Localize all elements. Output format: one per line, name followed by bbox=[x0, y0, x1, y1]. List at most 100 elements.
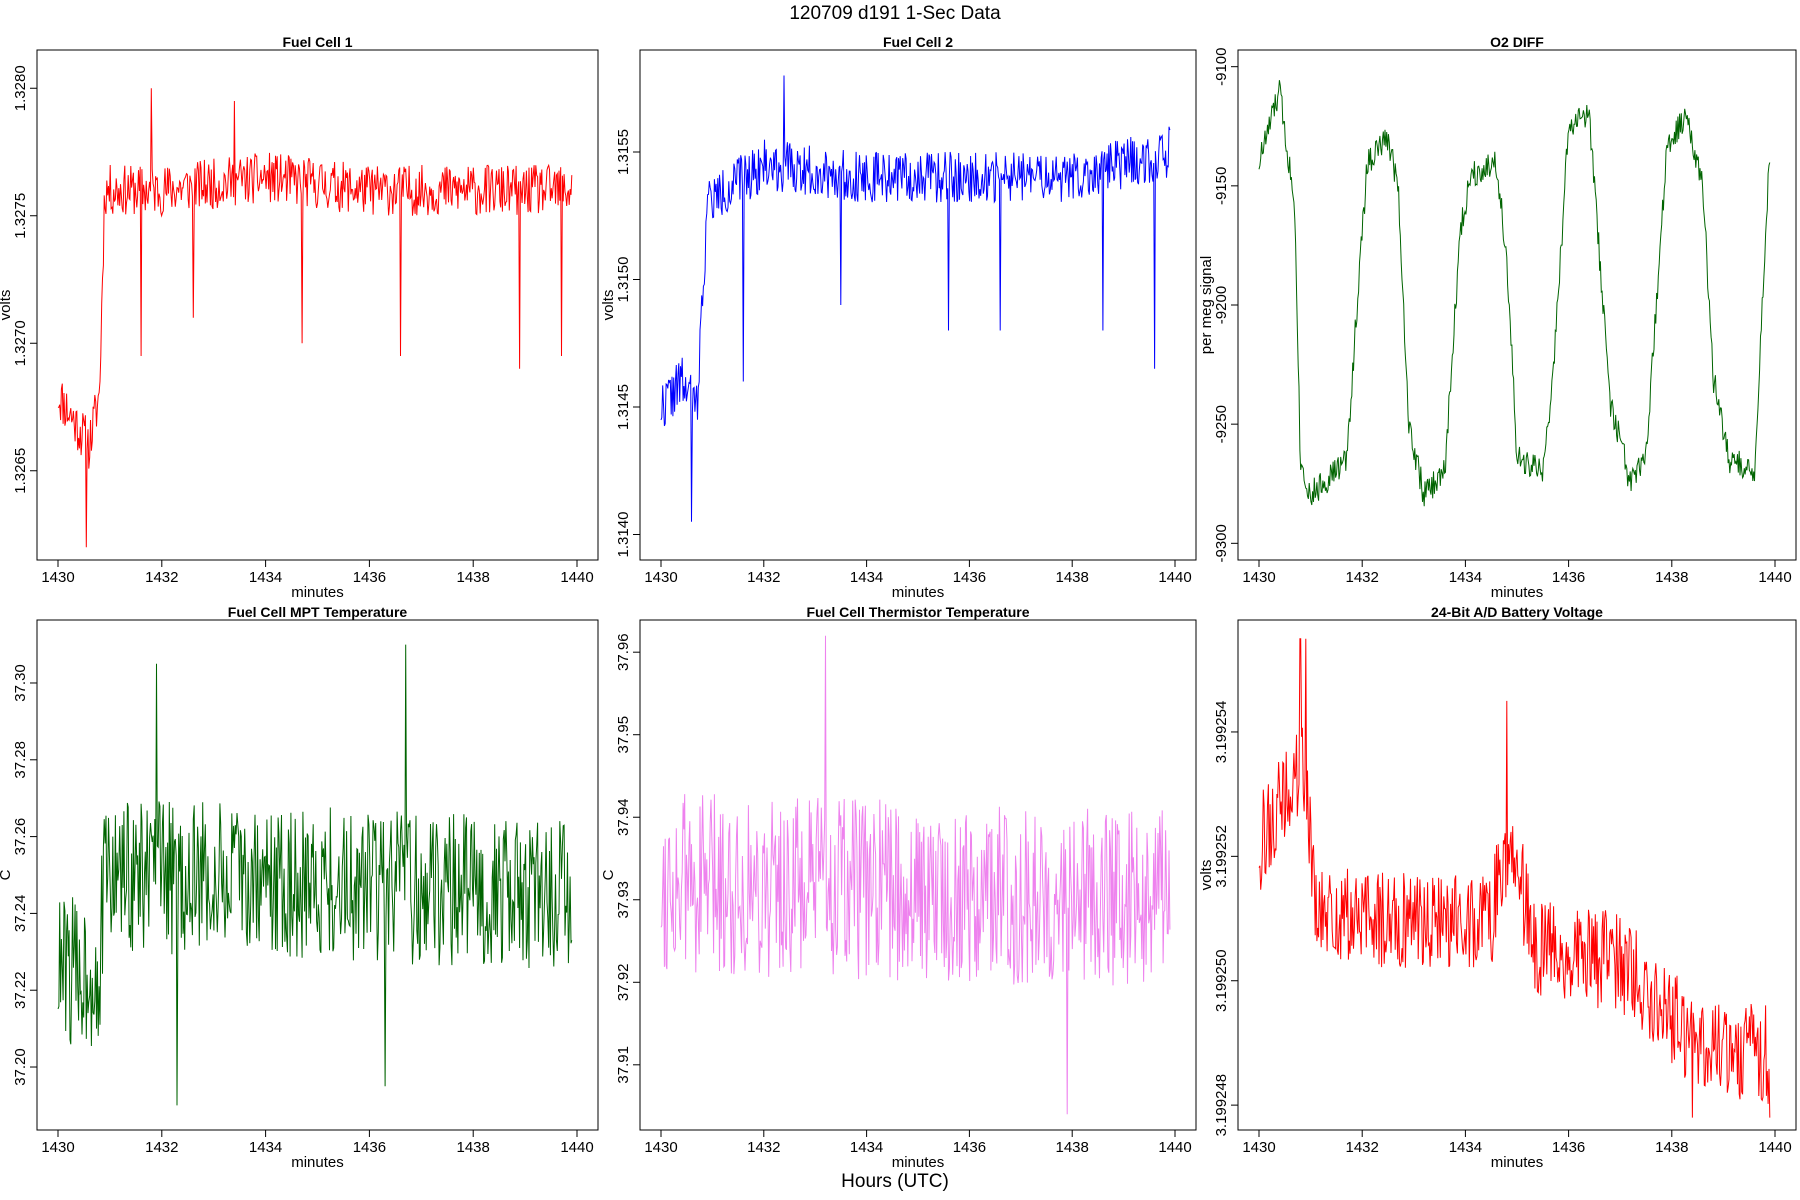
x-tick-label: 1440 bbox=[1758, 569, 1791, 586]
chart-title: Fuel Cell Thermistor Temperature bbox=[806, 604, 1029, 620]
x-tick-label: 1432 bbox=[747, 1139, 780, 1156]
y-tick-label: 3.199252 bbox=[1213, 825, 1230, 888]
panel-3: O2 DIFF 1430 1432 1434 1436 1438 1440 minutes -9… bbox=[1198, 34, 1797, 601]
x-tick-label: 1438 bbox=[1655, 1139, 1688, 1156]
y-tick-label: 1.3140 bbox=[615, 512, 632, 558]
panels-group: Fuel Cell 1 1430 1432 1434 1436 1438 1440 minut… bbox=[0, 34, 1797, 1171]
x-tick-label: 1440 bbox=[560, 1139, 593, 1156]
y-tick-label: 37.92 bbox=[615, 964, 632, 1002]
y-tick-label: 37.22 bbox=[12, 971, 29, 1009]
panel-1: Fuel Cell 1 1430 1432 1434 1436 1438 1440 minut… bbox=[0, 34, 599, 601]
y-tick-label: -9200 bbox=[1213, 286, 1230, 324]
x-tick-label: 1430 bbox=[41, 1139, 74, 1156]
series-line bbox=[1258, 638, 1771, 1118]
y-axis-label: C bbox=[600, 869, 617, 880]
x-tick-label: 1432 bbox=[145, 1139, 178, 1156]
plot-frame bbox=[639, 619, 1197, 1131]
y-tick-label: 37.30 bbox=[12, 664, 29, 702]
x-axis-label: minutes bbox=[291, 584, 344, 601]
y-tick-label: 1.3155 bbox=[615, 129, 632, 175]
series-line bbox=[57, 88, 573, 548]
x-axis-label: minutes bbox=[1491, 1154, 1544, 1171]
y-tick-label: -9100 bbox=[1213, 47, 1230, 85]
x-tick-label: 1438 bbox=[457, 569, 490, 586]
panel-6: 24-Bit A/D Battery Voltage 1430 1432 1434 14… bbox=[1198, 604, 1797, 1171]
y-tick-label: 1.3150 bbox=[615, 257, 632, 303]
y-tick-label: 1.3270 bbox=[12, 320, 29, 366]
x-tick-label: 1440 bbox=[1758, 1139, 1791, 1156]
series-line bbox=[57, 644, 573, 1106]
series-line bbox=[660, 635, 1171, 1115]
x-tick-label: 1436 bbox=[1552, 569, 1585, 586]
x-tick-label: 1436 bbox=[353, 569, 386, 586]
y-axis-label: volts bbox=[600, 290, 617, 321]
y-tick-label: 37.91 bbox=[615, 1046, 632, 1084]
x-tick-label: 1438 bbox=[1056, 1139, 1089, 1156]
x-tick-label: 1432 bbox=[747, 569, 780, 586]
x-tick-label: 1434 bbox=[850, 569, 883, 586]
y-tick-label: -9250 bbox=[1213, 405, 1230, 443]
x-tick-label: 1430 bbox=[1242, 1139, 1275, 1156]
chart-title: 24-Bit A/D Battery Voltage bbox=[1431, 604, 1603, 620]
y-axis-label: C bbox=[0, 869, 14, 880]
x-tick-label: 1434 bbox=[249, 1139, 282, 1156]
chart-title: O2 DIFF bbox=[1490, 34, 1544, 50]
y-tick-label: 37.20 bbox=[12, 1048, 29, 1086]
x-tick-label: 1440 bbox=[560, 569, 593, 586]
x-tick-label: 1438 bbox=[457, 1139, 490, 1156]
plot-frame bbox=[36, 619, 599, 1131]
x-tick-label: 1432 bbox=[1346, 569, 1379, 586]
x-axis-label: minutes bbox=[892, 1154, 945, 1171]
plot-frame bbox=[639, 49, 1197, 561]
y-tick-label: -9150 bbox=[1213, 167, 1230, 205]
y-tick-label: -9300 bbox=[1213, 524, 1230, 562]
x-tick-label: 1436 bbox=[353, 1139, 386, 1156]
plot-frame bbox=[36, 49, 599, 561]
y-tick-label: 1.3280 bbox=[12, 65, 29, 111]
y-tick-label: 1.3145 bbox=[615, 384, 632, 430]
plot-frame bbox=[1237, 619, 1797, 1131]
x-axis-label: minutes bbox=[1491, 584, 1544, 601]
x-tick-label: 1438 bbox=[1655, 569, 1688, 586]
x-tick-label: 1430 bbox=[1242, 569, 1275, 586]
x-tick-label: 1434 bbox=[249, 569, 282, 586]
y-tick-label: 37.94 bbox=[615, 798, 632, 836]
x-tick-label: 1430 bbox=[644, 1139, 677, 1156]
x-tick-label: 1436 bbox=[1552, 1139, 1585, 1156]
y-tick-label: 3.199250 bbox=[1213, 949, 1230, 1012]
y-tick-label: 3.199254 bbox=[1213, 701, 1230, 764]
y-tick-label: 3.199248 bbox=[1213, 1074, 1230, 1137]
y-tick-label: 37.24 bbox=[12, 895, 29, 933]
x-tick-label: 1434 bbox=[1449, 569, 1482, 586]
y-axis-label: per meg signal bbox=[1198, 256, 1215, 354]
chart-title: Fuel Cell 1 bbox=[282, 34, 352, 50]
x-tick-label: 1434 bbox=[1449, 1139, 1482, 1156]
x-tick-label: 1440 bbox=[1158, 1139, 1191, 1156]
x-tick-label: 1430 bbox=[41, 569, 74, 586]
y-tick-label: 37.93 bbox=[615, 881, 632, 919]
y-tick-label: 1.3275 bbox=[12, 193, 29, 239]
y-tick-label: 37.26 bbox=[12, 818, 29, 856]
x-axis-label: minutes bbox=[291, 1154, 344, 1171]
series-line bbox=[1258, 80, 1771, 507]
panel-4: Fuel Cell MPT Temperature 1430 1432 1434 143… bbox=[0, 604, 599, 1171]
y-tick-label: 1.3265 bbox=[12, 448, 29, 494]
x-tick-label: 1432 bbox=[145, 569, 178, 586]
y-tick-label: 37.96 bbox=[615, 633, 632, 671]
panel-5: Fuel Cell Thermistor Temperature 1430 1432… bbox=[600, 604, 1197, 1171]
series-line bbox=[660, 75, 1171, 522]
x-tick-label: 1436 bbox=[953, 569, 986, 586]
y-tick-label: 37.28 bbox=[12, 741, 29, 779]
y-axis-label: volts bbox=[0, 290, 14, 321]
figure-x-label: Hours (UTC) bbox=[841, 1171, 949, 1192]
x-tick-label: 1432 bbox=[1346, 1139, 1379, 1156]
panel-2: Fuel Cell 2 1430 1432 1434 1436 1438 1440 minut… bbox=[600, 34, 1197, 601]
y-axis-label: volts bbox=[1198, 860, 1215, 891]
x-tick-label: 1438 bbox=[1056, 569, 1089, 586]
x-tick-label: 1430 bbox=[644, 569, 677, 586]
figure-suptitle: 120709 d191 1-Sec Data bbox=[789, 3, 1001, 24]
x-tick-label: 1440 bbox=[1158, 569, 1191, 586]
y-tick-label: 37.95 bbox=[615, 716, 632, 754]
x-tick-label: 1434 bbox=[850, 1139, 883, 1156]
